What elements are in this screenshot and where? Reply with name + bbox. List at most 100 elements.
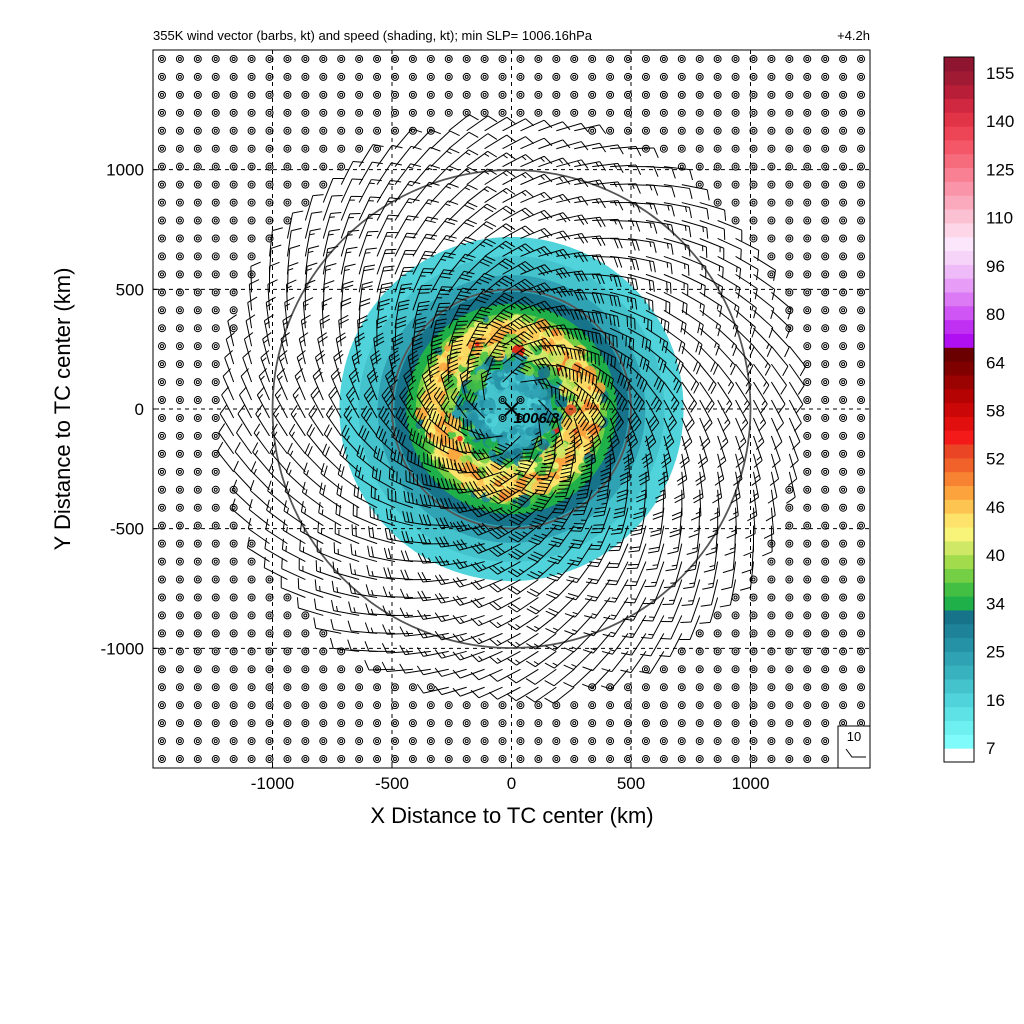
- barb-feather: [354, 332, 365, 339]
- barb-half-feather: [629, 632, 635, 635]
- barb-feather: [491, 449, 503, 455]
- calm-barb-inner: [195, 74, 200, 79]
- calm-barb-inner: [823, 757, 828, 762]
- barb-shaft: [592, 218, 619, 222]
- barb-shaft: [404, 596, 431, 600]
- calm-barb-inner: [321, 703, 326, 708]
- calm-barb: [157, 503, 166, 512]
- calm-barb: [749, 162, 758, 171]
- barb-feather: [525, 325, 534, 335]
- barb-feather: [439, 536, 446, 547]
- barb-feather: [342, 284, 354, 289]
- calm-barb: [390, 737, 399, 746]
- barb-shaft: [553, 668, 575, 687]
- barb-feather: [443, 517, 450, 528]
- barb-shaft: [480, 374, 486, 401]
- barb-feather: [352, 178, 363, 180]
- barb-feather: [470, 526, 479, 536]
- barb-feather: [724, 551, 735, 556]
- calm-barb-inner: [267, 595, 272, 600]
- barb-feather: [320, 463, 325, 474]
- barb-half-feather: [399, 291, 405, 294]
- calm-barb: [193, 629, 202, 638]
- calm-barb-inner: [303, 56, 308, 61]
- barb-feather: [381, 386, 389, 396]
- calm-barb-inner: [823, 667, 828, 672]
- barb-feather: [456, 297, 467, 301]
- barb-feather: [470, 451, 478, 461]
- barb-feather: [453, 483, 460, 494]
- calm-barb: [785, 252, 794, 261]
- barb-half-feather: [303, 303, 309, 307]
- barb-shaft: [753, 327, 772, 348]
- barb-feather: [583, 632, 594, 637]
- barb-feather: [443, 269, 455, 272]
- barb-feather: [333, 350, 343, 358]
- barb-feather: [565, 389, 569, 401]
- calm-barb-inner: [177, 290, 182, 295]
- barb-feather: [381, 661, 388, 672]
- calm-barb: [247, 90, 256, 99]
- calm-barb-inner: [428, 128, 433, 133]
- barb-feather: [544, 449, 556, 454]
- barb-feather: [417, 304, 429, 308]
- calm-barb-inner: [177, 200, 182, 205]
- calm-barb-inner: [554, 739, 559, 744]
- calm-barb: [821, 288, 830, 297]
- barb-shaft: [240, 376, 253, 401]
- calm-barb-inner: [195, 56, 200, 61]
- barb-feather: [253, 423, 261, 434]
- barb-half-feather: [472, 447, 476, 454]
- barb-feather: [706, 227, 709, 239]
- barb-shaft: [573, 650, 593, 670]
- barb-half-feather: [394, 515, 396, 522]
- barb-feather: [650, 533, 661, 537]
- barb-feather: [490, 463, 500, 470]
- calm-barb-inner: [787, 74, 792, 79]
- calm-barb-inner: [249, 613, 254, 618]
- barb-feather: [365, 584, 370, 595]
- calm-barb: [157, 72, 166, 81]
- barb-feather: [597, 485, 609, 490]
- barb-shaft: [222, 376, 235, 401]
- barb-shaft: [699, 255, 724, 268]
- barb-feather: [565, 328, 571, 340]
- calm-barb-inner: [769, 164, 774, 169]
- barb-shaft: [645, 202, 672, 207]
- barb-shaft: [681, 399, 695, 424]
- calm-barb: [229, 629, 238, 638]
- calm-barb-inner: [321, 92, 326, 97]
- barb-feather: [415, 321, 427, 325]
- barb-feather: [702, 586, 713, 590]
- calm-barb: [229, 719, 238, 728]
- calm-barb: [803, 449, 812, 458]
- barb-feather: [581, 251, 588, 262]
- barb-shaft: [430, 235, 447, 257]
- calm-barb: [355, 54, 364, 63]
- calm-barb-inner: [608, 703, 613, 708]
- barb-shaft: [609, 417, 620, 443]
- calm-barb-inner: [805, 362, 810, 367]
- calm-barb-inner: [608, 721, 613, 726]
- calm-barb: [803, 719, 812, 728]
- barb-shaft: [318, 512, 342, 527]
- barb-feather: [488, 656, 498, 664]
- barb-feather: [342, 446, 347, 458]
- barb-feather: [356, 444, 361, 456]
- barb-feather: [376, 448, 381, 460]
- barb-half-feather: [407, 404, 412, 410]
- barb-feather: [367, 545, 371, 557]
- barb-feather: [347, 620, 352, 632]
- barb-feather: [225, 332, 235, 340]
- barb-shaft: [286, 248, 291, 275]
- barb-shaft: [354, 338, 360, 365]
- calm-barb-inner: [805, 128, 810, 133]
- calm-barb: [265, 629, 274, 638]
- calm-barb: [408, 54, 417, 63]
- calm-barb: [408, 126, 417, 135]
- barb-feather: [271, 423, 278, 434]
- calm-barb-inner: [339, 739, 344, 744]
- barb-shaft: [520, 319, 546, 329]
- barb-feather: [620, 375, 625, 387]
- calm-barb: [498, 396, 507, 405]
